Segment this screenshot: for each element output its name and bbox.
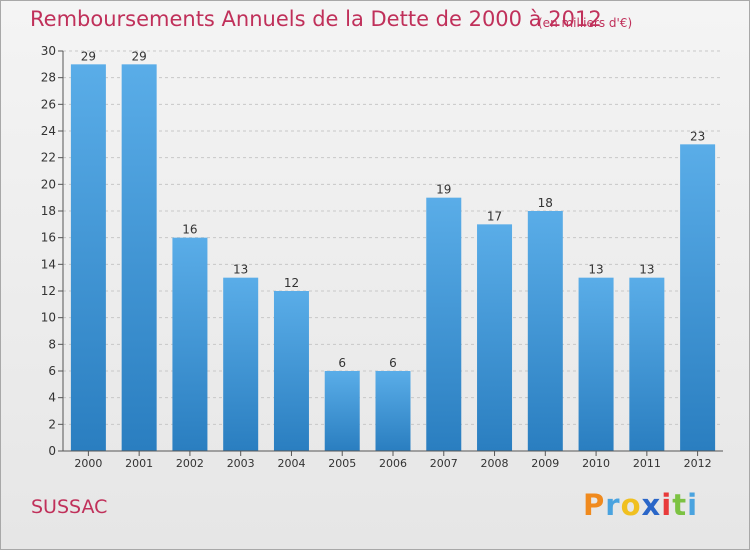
x-tick-label: 2008: [481, 457, 509, 470]
data-label: 16: [182, 223, 197, 237]
data-label: 13: [639, 263, 654, 277]
x-tick-label: 2006: [379, 457, 407, 470]
y-tick-label: 2: [48, 417, 56, 431]
data-label: 29: [132, 49, 147, 63]
y-tick-label: 0: [48, 444, 56, 458]
y-tick-label: 8: [48, 337, 56, 351]
logo-letter: i: [661, 488, 673, 522]
bar: [70, 64, 106, 452]
y-tick-label: 18: [41, 204, 56, 218]
bar: [629, 277, 665, 451]
x-tick-label: 2001: [125, 457, 153, 470]
y-tick-label: 30: [41, 44, 56, 58]
y-tick-label: 10: [41, 311, 56, 325]
y-tick-label: 28: [41, 71, 56, 85]
bar: [527, 211, 563, 451]
chart-title: Remboursements Annuels de la Dette de 20…: [30, 7, 602, 31]
town-name: SUSSAC: [31, 496, 108, 518]
logo-letter: o: [620, 488, 642, 522]
logo-letter: x: [641, 488, 662, 522]
logo-letter: r: [605, 488, 621, 522]
x-tick-label: 2010: [582, 457, 610, 470]
bar: [324, 371, 360, 451]
logo-letter: t: [672, 488, 688, 522]
x-tick-label: 2003: [227, 457, 255, 470]
y-tick-label: 24: [41, 124, 56, 138]
y-tick-label: 16: [41, 231, 56, 245]
data-label: 13: [233, 263, 248, 277]
data-label: 19: [436, 183, 451, 197]
x-tick-label: 2009: [531, 457, 559, 470]
data-label: 12: [284, 276, 299, 290]
bar: [223, 277, 259, 451]
y-tick-label: 14: [41, 257, 56, 271]
logo-letter: P: [583, 488, 606, 522]
chart-subtitle: (en milliers d'€): [538, 16, 633, 30]
x-tick-label: 2007: [430, 457, 458, 470]
bar: [273, 291, 309, 451]
x-tick-label: 2005: [328, 457, 356, 470]
y-tick-label: 22: [41, 151, 56, 165]
data-label: 13: [588, 263, 603, 277]
y-tick-label: 20: [41, 177, 56, 191]
y-tick-label: 12: [41, 284, 56, 298]
x-tick-label: 2004: [277, 457, 305, 470]
bar: [578, 277, 614, 451]
bar: [477, 224, 513, 451]
bar: [426, 197, 462, 451]
y-tick-label: 26: [41, 97, 56, 111]
bar: [680, 144, 716, 452]
bar: [121, 64, 157, 452]
bar: [375, 371, 411, 451]
data-label: 29: [81, 49, 96, 63]
y-tick-label: 4: [48, 391, 56, 405]
logo-letter: i: [687, 488, 699, 522]
x-tick-label: 2000: [74, 457, 102, 470]
y-tick-label: 6: [48, 364, 56, 378]
bar: [172, 237, 208, 451]
data-label: 6: [389, 356, 397, 370]
data-label: 18: [538, 196, 553, 210]
x-tick-label: 2002: [176, 457, 204, 470]
proxiti-logo: Proxiti: [583, 488, 698, 522]
data-label: 23: [690, 129, 705, 143]
data-label: 6: [338, 356, 346, 370]
data-label: 17: [487, 209, 502, 223]
x-tick-label: 2011: [633, 457, 661, 470]
x-tick-label: 2012: [684, 457, 712, 470]
